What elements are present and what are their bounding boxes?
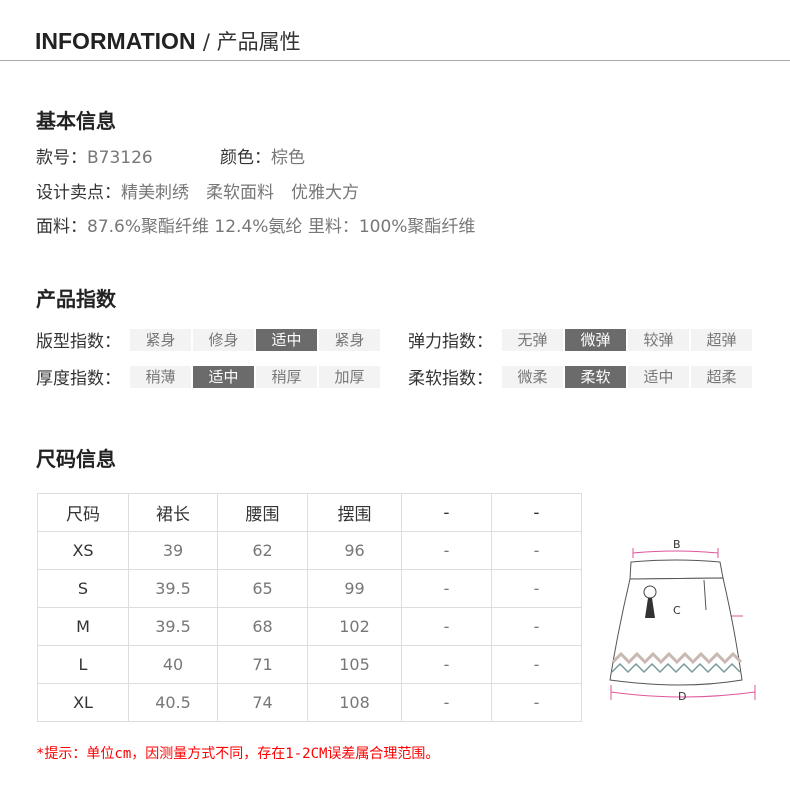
index-option: 适中 xyxy=(628,365,689,388)
index-label: 厚度指数： xyxy=(36,369,121,389)
table-cell: 39.5 xyxy=(128,607,218,646)
color-label: 颜色： xyxy=(220,148,271,168)
table-cell: - xyxy=(491,531,582,570)
fabric-value: 87.6%聚酯纤维 12.4%氨纶 里料：100%聚酯纤维 xyxy=(87,217,476,237)
index-option: 微柔 xyxy=(502,365,563,388)
size-info-title: 尺码信息 xyxy=(36,447,116,471)
index-option: 超柔 xyxy=(691,365,752,388)
header-title-cn: / 产品属性 xyxy=(202,30,301,54)
table-cell: - xyxy=(491,607,582,646)
style-label: 款号： xyxy=(36,148,87,168)
table-row: M 39.5 68 102- - xyxy=(37,607,582,646)
table-cell: - xyxy=(491,493,582,532)
index-group: 柔软指数： 微柔 柔软 适中 超柔 xyxy=(408,364,754,389)
table-row: L 40 71 105- - xyxy=(37,645,582,684)
table-header-row: 尺码 裙长 腰围 摆围 - - xyxy=(37,493,582,532)
table-cell: 105 xyxy=(307,645,402,684)
table-cell: 39.5 xyxy=(128,569,218,608)
color-value: 棕色 xyxy=(271,148,305,168)
label-b: B xyxy=(673,538,681,551)
index-label: 柔软指数： xyxy=(408,369,493,389)
table-cell: 裙长 xyxy=(128,493,218,532)
design-label: 设计卖点： xyxy=(36,183,121,203)
index-option: 稍厚 xyxy=(256,365,317,388)
page-header: INFORMATION / 产品属性 xyxy=(35,26,301,56)
table-cell: - xyxy=(491,569,582,608)
table-cell: 96 xyxy=(307,531,402,570)
fabric-label: 面料： xyxy=(36,217,87,237)
index-option: 加厚 xyxy=(319,365,380,388)
table-row: XS 39 62 96- - xyxy=(37,531,582,570)
index-option: 稍薄 xyxy=(130,365,191,388)
header-divider xyxy=(0,60,790,61)
table-cell: 39 xyxy=(128,531,218,570)
basic-info-title: 基本信息 xyxy=(36,109,116,133)
label-d: D xyxy=(678,690,686,703)
table-cell: 65 xyxy=(217,569,308,608)
table-cell: 腰围 xyxy=(217,493,308,532)
table-row: XL 40.5 74 108- - xyxy=(37,683,582,722)
table-cell: - xyxy=(401,683,492,722)
index-option: 紧身 xyxy=(319,328,380,351)
table-cell: M xyxy=(37,607,129,646)
table-cell: - xyxy=(401,531,492,570)
fabric-info: 面料：87.6%聚酯纤维 12.4%氨纶 里料：100%聚酯纤维 xyxy=(36,212,475,237)
table-cell: XL xyxy=(37,683,129,722)
size-note: *提示：单位cm，因测量方式不同，存在1-2CM误差属合理范围。 xyxy=(36,746,440,762)
table-cell: 74 xyxy=(217,683,308,722)
table-cell: 尺码 xyxy=(37,493,129,532)
table-row: S 39.5 65 99- - xyxy=(37,569,582,608)
index-label: 版型指数： xyxy=(36,332,121,352)
index-option: 紧身 xyxy=(130,328,191,351)
table-cell: 摆围 xyxy=(307,493,402,532)
table-cell: 108 xyxy=(307,683,402,722)
table-cell: 71 xyxy=(217,645,308,684)
index-option: 柔软 xyxy=(565,365,626,388)
index-option: 适中 xyxy=(193,365,254,388)
style-number: 款号：B73126 xyxy=(36,143,153,168)
design-value: 精美刺绣 柔软面料 优雅大方 xyxy=(121,183,359,203)
table-cell: - xyxy=(401,607,492,646)
header-title-en: INFORMATION xyxy=(35,28,196,54)
index-option: 较弹 xyxy=(628,328,689,351)
table-cell: XS xyxy=(37,531,129,570)
table-cell: - xyxy=(491,683,582,722)
index-option: 适中 xyxy=(256,328,317,351)
skirt-diagram: B C D xyxy=(609,538,756,703)
table-cell: 102 xyxy=(307,607,402,646)
table-cell: 68 xyxy=(217,607,308,646)
product-index-title: 产品指数 xyxy=(36,287,116,311)
index-option: 修身 xyxy=(193,328,254,351)
index-label: 弹力指数： xyxy=(408,332,493,352)
table-cell: 40 xyxy=(128,645,218,684)
table-cell: 62 xyxy=(217,531,308,570)
table-cell: - xyxy=(401,645,492,684)
table-cell: 40.5 xyxy=(128,683,218,722)
color-info: 颜色：棕色 xyxy=(220,143,305,168)
table-cell: 99 xyxy=(307,569,402,608)
table-cell: L xyxy=(37,645,129,684)
table-cell: - xyxy=(401,493,492,532)
label-c: C xyxy=(673,604,681,617)
index-option: 超弹 xyxy=(691,328,752,351)
size-table: 尺码 裙长 腰围 摆围 - - XS 39 62 96- - S 39.5 65 99- - M 39.5 68 10… xyxy=(37,493,582,722)
style-value: B73126 xyxy=(87,148,153,168)
index-group: 弹力指数： 无弹 微弹 较弹 超弹 xyxy=(408,327,754,352)
table-cell: - xyxy=(491,645,582,684)
index-group: 厚度指数： 稍薄 适中 稍厚 加厚 xyxy=(36,364,382,389)
index-option: 微弹 xyxy=(565,328,626,351)
index-option: 无弹 xyxy=(502,328,563,351)
table-cell: S xyxy=(37,569,129,608)
design-points: 设计卖点：精美刺绣 柔软面料 优雅大方 xyxy=(36,178,359,203)
index-group: 版型指数： 紧身 修身 适中 紧身 xyxy=(36,327,382,352)
table-cell: - xyxy=(401,569,492,608)
